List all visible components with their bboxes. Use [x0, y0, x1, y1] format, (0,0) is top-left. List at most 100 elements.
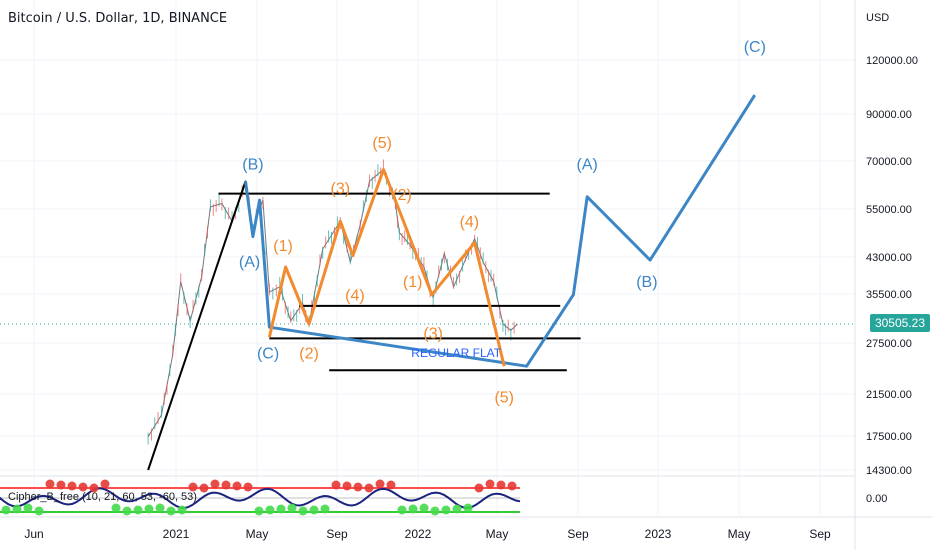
- indicator-buy-dot: [441, 505, 451, 515]
- indicator-sell-dot: [89, 483, 99, 493]
- indicator-sell-dot: [199, 483, 209, 493]
- indicator-sell-dot: [364, 483, 374, 493]
- y-tick-label: 17500.00: [866, 431, 912, 443]
- indicator-buy-dot: [298, 506, 308, 516]
- last-price-badge: 30505.23: [869, 313, 930, 332]
- indicator-sell-dot: [474, 483, 484, 493]
- indicator-sell-dot: [221, 480, 231, 490]
- chart-title: Bitcoin / U.S. Dollar, 1D, BINANCE: [8, 11, 228, 26]
- indicator-buy-dot: [177, 505, 187, 515]
- price-series: [147, 159, 518, 445]
- wave-label-orange: (2): [392, 187, 412, 204]
- wave-label-blue: (B): [242, 156, 263, 173]
- wave-label-orange: (1): [273, 238, 293, 255]
- y-tick-label: 27500.00: [866, 338, 912, 350]
- wave-label-orange: (1): [403, 274, 423, 291]
- wave-label-orange: (4): [460, 214, 480, 231]
- indicator-wave: [0, 487, 521, 510]
- annotation-label: REGULAR FLAT: [411, 346, 501, 360]
- indicator-panel: Cipher_B_free (10, 21, 60, 53, -60, 53): [0, 479, 521, 516]
- indicator-sell-dot: [342, 481, 352, 491]
- x-tick-label: May: [246, 527, 269, 541]
- x-tick-label: Sep: [809, 527, 831, 541]
- indicator-label: Cipher_B_free (10, 21, 60, 53, -60, 53): [8, 491, 197, 503]
- indicator-buy-dot: [1, 505, 11, 515]
- indicator-buy-dot: [166, 506, 176, 516]
- y-tick-label: 55000.00: [866, 204, 912, 216]
- indicator-buy-dot: [12, 504, 22, 514]
- indicator-sell-dot: [375, 479, 385, 489]
- indicator-buy-dot: [408, 504, 418, 514]
- wave-labels: (B) (A) (C) (A) (B) (C) (1) (2) (3) (4) (5) (2) (1) (…: [239, 39, 766, 406]
- indicator-buy-dot: [144, 504, 154, 514]
- indicator-buy-dot: [463, 503, 473, 513]
- y-tick-label: 21500.00: [866, 389, 912, 401]
- indicator-buy-dot: [320, 504, 330, 514]
- wave-label-orange: (5): [494, 389, 514, 406]
- indicator-sell-dot: [386, 480, 396, 490]
- wave-label-blue: (C): [744, 39, 766, 56]
- wave-label-blue: (A): [577, 156, 598, 173]
- wave-label-blue: (B): [636, 274, 657, 291]
- y-tick-label: 35500.00: [866, 289, 912, 301]
- indicator-sell-dot: [78, 482, 88, 492]
- wave-label-blue: (A): [239, 254, 260, 271]
- indicator-sell-dot: [507, 481, 517, 491]
- wave-label-orange: (4): [345, 287, 365, 304]
- x-tick-label: Sep: [326, 527, 348, 541]
- x-tick-label: Sep: [567, 527, 589, 541]
- axis-layer: 0.00 USD 120000.00 90000.00 70000.00 55000.00…: [24, 12, 918, 541]
- x-tick-label: May: [486, 527, 509, 541]
- indicator-sell-dot: [100, 479, 110, 489]
- indicator-sell-dot: [485, 479, 495, 489]
- x-tick-label: 2023: [645, 527, 672, 541]
- drawings-layer: [147, 94, 757, 471]
- x-tick-label: 2022: [405, 527, 432, 541]
- y-tick-label: 120000.00: [866, 55, 918, 67]
- indicator-buy-dot: [23, 503, 33, 513]
- indicator-sell-dot: [243, 482, 253, 492]
- indicator-buy-dot: [133, 505, 143, 515]
- wave-orange-line: [267, 168, 506, 367]
- currency-label: USD: [866, 12, 889, 24]
- wave-label-orange: (3): [331, 181, 351, 198]
- wave-blue-line: [244, 94, 757, 368]
- indicator-buy-dot: [452, 504, 462, 514]
- indicator-sell-dot: [210, 479, 220, 489]
- trendline: [147, 180, 247, 471]
- indicator-sell-dot: [188, 482, 198, 492]
- indicator-buy-dot: [397, 505, 407, 515]
- indicator-sell-dot: [45, 479, 55, 489]
- indicator-sell-dot: [331, 480, 341, 490]
- indicator-sell-dot: [56, 480, 66, 490]
- indicator-sell-dot: [232, 481, 242, 491]
- indicator-zero-label: 0.00: [866, 493, 887, 505]
- wave-label-blue: (C): [257, 346, 279, 363]
- wave-label-orange: (5): [372, 135, 392, 152]
- indicator-buy-dot: [419, 503, 429, 513]
- y-tick-label: 14300.00: [866, 465, 912, 477]
- x-tick-label: 2021: [163, 527, 190, 541]
- y-tick-label: 90000.00: [866, 109, 912, 121]
- wave-label-orange: (2): [299, 346, 319, 363]
- y-tick-label: 70000.00: [866, 156, 912, 168]
- x-tick-label: Jun: [24, 527, 43, 541]
- wave-label-orange: (3): [423, 325, 443, 342]
- indicator-sell-dot: [496, 480, 506, 490]
- indicator-buy-dot: [111, 503, 121, 513]
- indicator-buy-dot: [265, 505, 275, 515]
- x-tick-label: May: [728, 527, 751, 541]
- indicator-buy-dot: [155, 503, 165, 513]
- indicator-buy-dot: [276, 504, 286, 514]
- indicator-buy-dot: [430, 506, 440, 516]
- y-tick-label: 43000.00: [866, 252, 912, 264]
- indicator-buy-dot: [309, 505, 319, 515]
- indicator-sell-dot: [67, 481, 77, 491]
- indicator-buy-dot: [122, 506, 132, 516]
- indicator-buy-dot: [287, 503, 297, 513]
- indicator-buy-dot: [254, 506, 264, 516]
- indicator-sell-dot: [353, 482, 363, 492]
